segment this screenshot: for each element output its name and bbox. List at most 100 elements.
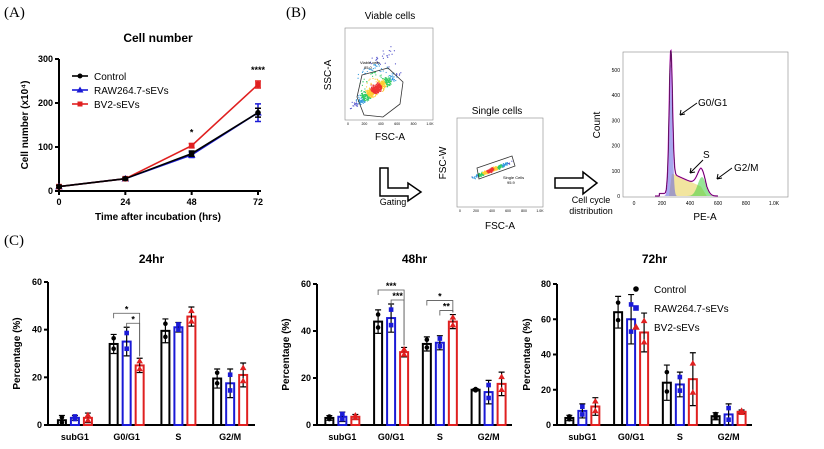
scatter-dot [376,86,379,88]
scatter-dot [370,83,372,85]
viable-xlabel: FSC-A [375,132,405,143]
scatter-dot [363,97,365,99]
hist-y-tick: 300 [612,118,621,124]
marker-square [486,395,491,401]
legend-label: BV2-sEVs [94,100,140,111]
marker-triangle [136,365,143,372]
bar [613,311,624,427]
hist-y-tick: 0 [617,194,620,200]
scatter-dot [388,84,390,86]
scatter-dot [372,77,374,80]
marker-square [677,388,683,393]
scatter-dot [376,79,379,81]
tick-label: 1.0K [426,122,434,126]
scatter-dot [486,171,488,173]
panel-label-b: (B) [286,5,306,21]
chart-title: 72hr [642,252,668,266]
marker-triangle [84,416,92,423]
scatter-dot [382,89,385,92]
scatter-dot [502,164,504,166]
viable-gate-pct: 85.0 [364,65,373,70]
bar [434,341,445,426]
scatter-dot [384,62,386,64]
scatter-dot [371,92,373,94]
scatter-dot [377,88,379,90]
bar [108,342,119,427]
scatter-dot [496,167,498,170]
single-gate [476,155,516,180]
scatter-dot [366,98,368,100]
scatter-dot [474,178,476,180]
scatter-dot [361,101,363,103]
scatter-dot [366,89,368,91]
marker-triangle [76,86,84,93]
legend-label: RAW264.7-sEVs [94,86,169,97]
legend-label: BV2-sEVs [654,323,700,334]
scatter-dot [366,93,369,95]
marker-circle [59,415,65,420]
x-tick-label: 48 [187,197,197,207]
scatter-dot [487,169,490,171]
scatter-dot [356,102,358,105]
scatter-dot [383,85,385,87]
scatter-dot [371,57,373,59]
arrowhead-s [689,167,696,174]
scatter-dot [380,89,382,91]
scatter-dot [389,77,391,79]
scatter-dot [363,101,366,103]
scatter-dot [375,65,377,67]
significance-bracket [426,300,454,313]
scatter-dot [495,167,497,169]
hist-ylabel: Count [592,111,603,138]
scatter-dot [373,96,375,98]
scatter-dot [349,107,352,110]
y-tick-label: 40 [541,350,551,360]
scatter-dot [511,160,513,162]
marker-circle [188,150,195,157]
scatter-dot [390,76,392,78]
y-tick-label: 20 [301,373,311,383]
scatter-dot [372,84,374,86]
tick-label: 200 [473,209,479,213]
arrowhead-g2m [716,173,723,180]
marker-triangle [84,411,92,418]
scatter-dot [395,79,397,82]
scatter-dot [376,93,378,96]
scatter-dot [382,57,384,59]
y-tick-label: 60 [301,279,311,289]
scatter-dot [388,80,390,83]
scatter-dot [377,63,380,66]
y-tick-label: 20 [541,385,551,395]
chart-title: Cell number [123,31,193,45]
arrow-s [689,159,704,174]
scatter-dot [380,76,382,78]
arrowhead-g0g1 [679,109,686,116]
y-axis-label: Percentage (%) [12,317,23,389]
scatter-dot [365,90,367,92]
single-title: Single cells [472,106,523,117]
series-line-1 [58,112,259,188]
panel-label-c: (C) [4,233,24,249]
scatter-dot [384,77,386,80]
tick-label: 200 [361,122,367,126]
scatter-dot [498,168,501,170]
scatter-dot [384,76,386,79]
marker-square [188,142,195,149]
single-xlabel: FSC-A [485,221,515,232]
marker-circle [77,73,83,79]
bar [134,364,145,426]
scatter-dot [369,90,371,92]
scatter-dot [386,85,388,87]
y-tick-label: 40 [301,326,311,336]
scatter-dot [387,77,389,80]
scatter-dot [492,167,494,170]
scatter-dot [369,94,371,96]
scatter-dot [369,61,371,63]
scatter-dot [386,81,388,83]
marker-triangle [188,307,195,314]
phase-label-s: S [703,150,710,161]
scatter-dot [369,68,371,71]
scatter-dot [385,78,387,80]
scatter-dot [379,63,382,65]
scatter-dot [472,176,474,178]
